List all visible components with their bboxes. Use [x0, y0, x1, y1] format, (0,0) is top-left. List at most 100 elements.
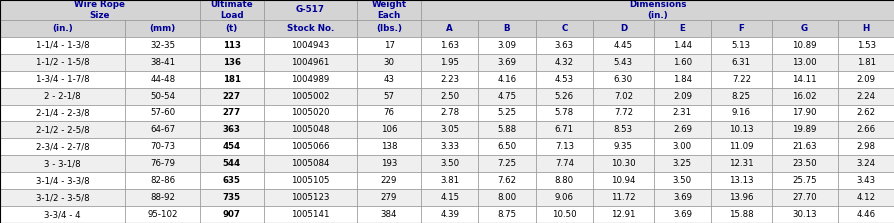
Text: 1005048: 1005048 [291, 125, 329, 134]
Text: 95-102: 95-102 [148, 210, 178, 219]
Bar [420, 122, 477, 138]
Text: 64-67: 64-67 [150, 125, 175, 134]
Bar [0, 189, 125, 206]
Bar [653, 20, 711, 37]
Bar [264, 206, 357, 223]
Text: 1005002: 1005002 [291, 92, 329, 101]
Text: 7.72: 7.72 [613, 109, 632, 118]
Bar [264, 105, 357, 122]
Bar [264, 122, 357, 138]
Bar [199, 0, 264, 20]
Text: 4.75: 4.75 [497, 92, 516, 101]
Text: 1005105: 1005105 [291, 176, 329, 185]
Bar [477, 138, 536, 155]
Bar [199, 189, 264, 206]
Bar [837, 54, 894, 71]
Bar [771, 138, 837, 155]
Bar [0, 122, 125, 138]
Bar [0, 105, 125, 122]
Text: 4.32: 4.32 [554, 58, 573, 67]
Text: 25.75: 25.75 [791, 176, 816, 185]
Bar [357, 189, 420, 206]
Bar [357, 54, 420, 71]
Text: 1.53: 1.53 [856, 41, 875, 50]
Text: Weight
Each: Weight Each [371, 0, 406, 20]
Text: (t): (t) [225, 24, 238, 33]
Text: 384: 384 [380, 210, 397, 219]
Text: 13.00: 13.00 [791, 58, 816, 67]
Bar [0, 20, 125, 37]
Bar [199, 88, 264, 105]
Text: 2.66: 2.66 [856, 125, 875, 134]
Text: 6.50: 6.50 [497, 142, 516, 151]
Bar [593, 155, 653, 172]
Bar [357, 206, 420, 223]
Bar [711, 189, 771, 206]
Bar [536, 138, 593, 155]
Bar [771, 88, 837, 105]
Text: 3.24: 3.24 [856, 159, 875, 168]
Bar [536, 71, 593, 88]
Text: 3.81: 3.81 [440, 176, 459, 185]
Text: 1-3/4 - 1-7/8: 1-3/4 - 1-7/8 [36, 75, 89, 84]
Text: 1-1/2 - 1-5/8: 1-1/2 - 1-5/8 [36, 58, 89, 67]
Bar [837, 71, 894, 88]
Text: 8.80: 8.80 [554, 176, 573, 185]
Text: 4.16: 4.16 [497, 75, 516, 84]
Bar [771, 206, 837, 223]
Text: 3-1/2 - 3-5/8: 3-1/2 - 3-5/8 [36, 193, 89, 202]
Bar [593, 189, 653, 206]
Bar [264, 189, 357, 206]
Bar [653, 37, 711, 54]
Text: 4.53: 4.53 [554, 75, 573, 84]
Bar [420, 105, 477, 122]
Text: 2.09: 2.09 [856, 75, 875, 84]
Bar [653, 172, 711, 189]
Bar [0, 172, 125, 189]
Bar [711, 54, 771, 71]
Text: 7.62: 7.62 [497, 176, 516, 185]
Bar [593, 71, 653, 88]
Bar [420, 54, 477, 71]
Bar [711, 37, 771, 54]
Bar [264, 155, 357, 172]
Text: 4.12: 4.12 [856, 193, 875, 202]
Bar [477, 20, 536, 37]
Text: 3.00: 3.00 [672, 142, 691, 151]
Bar [420, 71, 477, 88]
Text: 2.62: 2.62 [856, 109, 875, 118]
Text: (in.): (in.) [52, 24, 73, 33]
Bar [0, 71, 125, 88]
Text: 13.13: 13.13 [729, 176, 753, 185]
Bar [771, 37, 837, 54]
Bar [653, 71, 711, 88]
Text: 82-86: 82-86 [150, 176, 175, 185]
Bar [199, 37, 264, 54]
Text: 10.50: 10.50 [552, 210, 576, 219]
Bar [199, 155, 264, 172]
Text: 88-92: 88-92 [150, 193, 175, 202]
Text: 5.26: 5.26 [554, 92, 573, 101]
Text: 907: 907 [223, 210, 240, 219]
Text: 4.15: 4.15 [440, 193, 459, 202]
Text: F: F [738, 24, 744, 33]
Bar [125, 206, 199, 223]
Bar [711, 105, 771, 122]
Text: 16.02: 16.02 [791, 92, 816, 101]
Text: 4.45: 4.45 [613, 41, 632, 50]
Text: C: C [561, 24, 567, 33]
Text: 38-41: 38-41 [150, 58, 175, 67]
Text: Stock No.: Stock No. [286, 24, 333, 33]
Bar [593, 54, 653, 71]
Text: 23.50: 23.50 [791, 159, 816, 168]
Text: 8.75: 8.75 [497, 210, 516, 219]
Bar [837, 37, 894, 54]
Bar [420, 206, 477, 223]
Bar [711, 138, 771, 155]
Text: 10.30: 10.30 [611, 159, 635, 168]
Bar [199, 172, 264, 189]
Text: 2.78: 2.78 [440, 109, 459, 118]
Bar [593, 88, 653, 105]
Text: 15.88: 15.88 [729, 210, 753, 219]
Text: 5.88: 5.88 [497, 125, 516, 134]
